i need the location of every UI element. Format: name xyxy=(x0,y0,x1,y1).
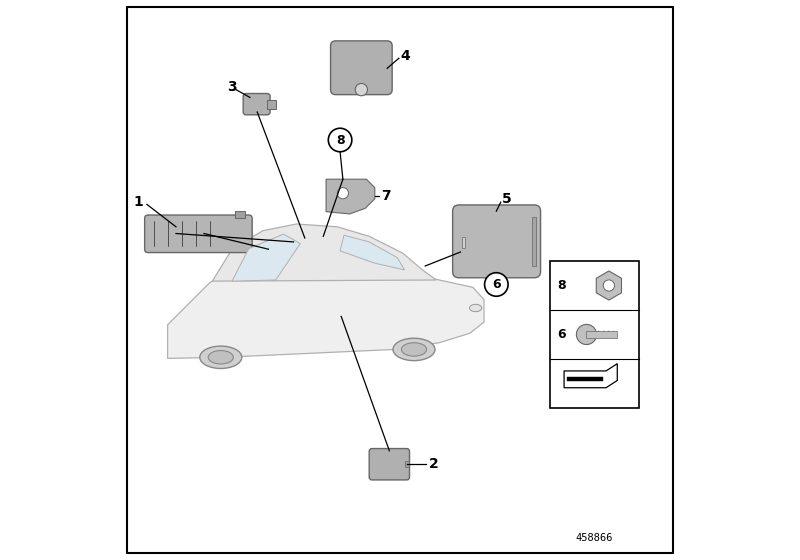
Polygon shape xyxy=(340,235,405,270)
Circle shape xyxy=(576,324,597,344)
Ellipse shape xyxy=(200,346,242,368)
Circle shape xyxy=(338,188,349,199)
Ellipse shape xyxy=(402,343,426,356)
Circle shape xyxy=(328,128,352,152)
Circle shape xyxy=(355,83,367,96)
Text: 3: 3 xyxy=(227,80,237,94)
Polygon shape xyxy=(213,224,436,281)
Polygon shape xyxy=(168,248,484,358)
Text: 1: 1 xyxy=(133,195,142,209)
Polygon shape xyxy=(326,179,374,214)
Bar xyxy=(567,376,603,381)
Bar xyxy=(531,217,535,266)
Ellipse shape xyxy=(393,338,435,361)
Text: 458866: 458866 xyxy=(575,533,613,543)
Polygon shape xyxy=(232,234,300,281)
Bar xyxy=(462,237,465,248)
Circle shape xyxy=(603,280,614,291)
Text: 8: 8 xyxy=(557,279,566,292)
Polygon shape xyxy=(596,271,622,300)
Bar xyxy=(550,261,638,408)
Ellipse shape xyxy=(470,305,482,312)
Polygon shape xyxy=(564,363,618,388)
Bar xyxy=(267,100,276,109)
Bar xyxy=(586,331,618,338)
FancyBboxPatch shape xyxy=(369,449,410,480)
Text: 6: 6 xyxy=(557,328,566,341)
Text: 7: 7 xyxy=(381,189,391,203)
Bar xyxy=(235,211,245,218)
Circle shape xyxy=(485,273,508,296)
Bar xyxy=(405,461,409,467)
Text: 2: 2 xyxy=(429,457,438,470)
Text: 6: 6 xyxy=(492,278,501,291)
FancyBboxPatch shape xyxy=(453,205,541,278)
Text: 8: 8 xyxy=(336,133,344,147)
FancyBboxPatch shape xyxy=(330,41,392,95)
FancyBboxPatch shape xyxy=(243,94,270,115)
Text: 5: 5 xyxy=(502,192,511,206)
Ellipse shape xyxy=(208,351,234,364)
Text: 4: 4 xyxy=(401,49,410,63)
FancyBboxPatch shape xyxy=(145,215,252,253)
